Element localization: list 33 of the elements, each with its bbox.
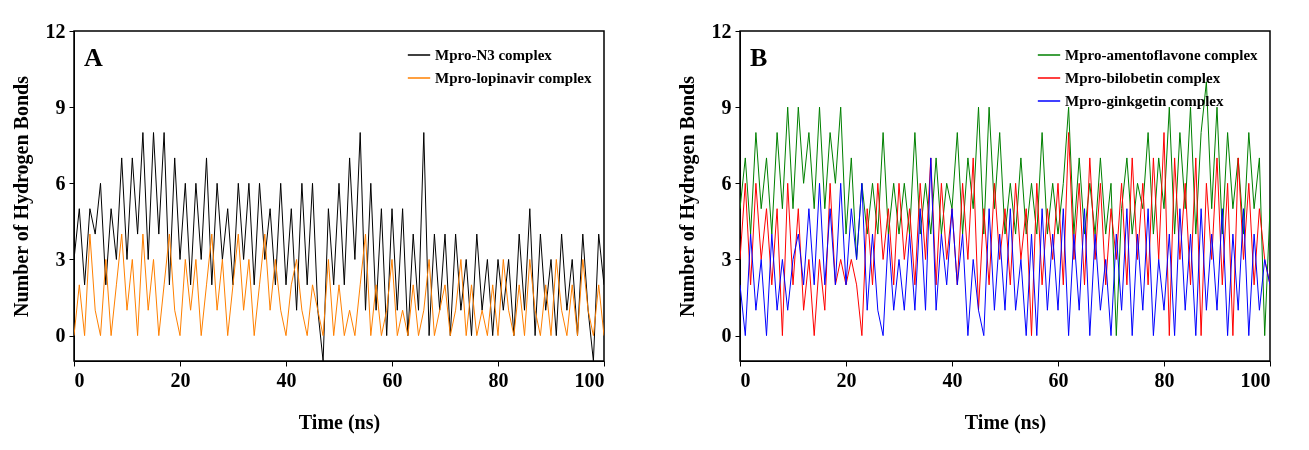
- x-tick-label: 20: [170, 368, 191, 391]
- y-axis-title: Number of Hydrogen Bonds: [675, 75, 699, 317]
- x-tick-label: 20: [836, 368, 857, 391]
- legend-label: Mpro-amentoflavone complex: [1065, 47, 1259, 63]
- y-tick-label: 6: [721, 171, 732, 194]
- x-tick-label: 0: [74, 368, 85, 391]
- line-series: [74, 233, 604, 337]
- y-tick-label: 6: [55, 171, 66, 194]
- y-tick-label: 9: [721, 95, 732, 118]
- x-tick-label: 60: [1048, 368, 1069, 391]
- x-tick-label: 40: [276, 368, 297, 391]
- legend-label: Mpro-lopinavir complex: [435, 70, 593, 86]
- legend-label: Mpro-bilobetin complex: [1065, 70, 1221, 86]
- x-tick-label: 100: [1240, 368, 1271, 391]
- y-tick-label: 0: [55, 324, 66, 347]
- y-tick-label: 3: [55, 247, 66, 270]
- x-tick-label: 80: [1154, 368, 1175, 391]
- y-tick-label: 12: [711, 19, 732, 42]
- x-tick-label: 0: [740, 368, 751, 391]
- x-tick-label: 40: [942, 368, 963, 391]
- y-tick-label: 12: [45, 19, 66, 42]
- x-tick-label: 80: [488, 368, 509, 391]
- legend-label: Mpro-N3 complex: [435, 47, 553, 63]
- x-tick-label: 60: [382, 368, 403, 391]
- annotation: B: [750, 43, 768, 72]
- y-tick-label: 0: [721, 324, 732, 347]
- x-tick-label: 100: [574, 368, 605, 391]
- x-axis-title: Time (ns): [298, 410, 381, 434]
- y-axis-title: Number of Hydrogen Bonds: [9, 75, 33, 317]
- x-axis-title: Time (ns): [964, 410, 1047, 434]
- annotation: A: [84, 43, 103, 72]
- y-tick-label: 3: [721, 247, 732, 270]
- y-tick-label: 9: [55, 95, 66, 118]
